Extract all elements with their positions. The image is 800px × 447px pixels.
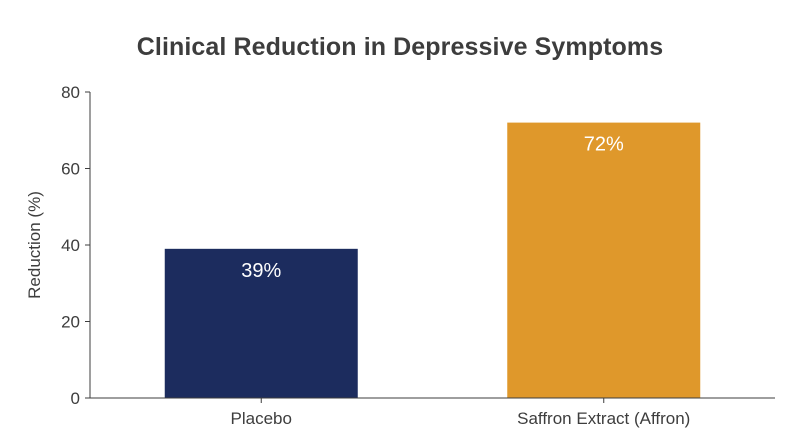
bar-placebo: [164, 248, 358, 398]
bar-saffron-extract: [507, 122, 701, 398]
bar-labels-group: 39% 72%: [241, 134, 624, 282]
y-tick-label: 60: [61, 160, 80, 179]
y-ticks-group: 0 20 40 60 80: [61, 83, 90, 408]
y-tick-label: 40: [61, 236, 80, 255]
bar-value-label: 72%: [584, 134, 624, 156]
y-tick-label: 80: [61, 83, 80, 102]
bars-group: [164, 122, 701, 398]
x-ticks-group: Placebo Saffron Extract (Affron): [231, 398, 690, 428]
y-tick-label: 20: [61, 313, 80, 332]
x-tick-label: Placebo: [231, 409, 292, 428]
y-tick-label: 0: [71, 389, 80, 408]
y-axis-title: Reduction (%): [25, 191, 44, 299]
chart-title: Clinical Reduction in Depressive Symptom…: [136, 33, 664, 61]
bar-value-label: 39%: [241, 260, 281, 282]
x-tick-label: Saffron Extract (Affron): [517, 409, 690, 428]
